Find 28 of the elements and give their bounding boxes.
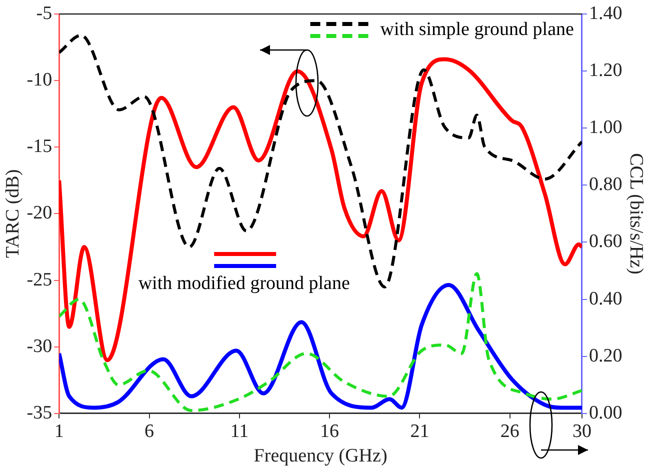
legend-label: with simple ground plane [380,18,574,40]
y2-tick-label: 0.60 [588,231,622,252]
y-tick-label: -35 [26,402,52,424]
y-tick-label: -5 [36,2,52,24]
x-tick-label: 21 [410,420,430,442]
x-tick-label: 1 [54,420,64,442]
y2-axis-title: CCL (bits/s/Hz) [626,153,647,274]
x-tick-label: 6 [144,420,154,442]
y2-tick-label: 1.00 [588,117,622,138]
x-tick-label: 30 [572,420,592,442]
series-label: with modified ground plane [138,272,350,294]
y-tick-label: -10 [26,70,52,91]
y-axis-title: TARC (dB) [2,169,24,258]
y-tick-label: -20 [26,202,52,224]
x-tick-label: 16 [320,420,340,442]
y-tick-label: -15 [26,136,52,158]
y2-tick-label: 0.80 [588,174,622,196]
x-axis-title: Frequency (GHz) [254,446,388,467]
y2-tick-label: 1.20 [588,60,622,82]
y-tick-label: -25 [26,269,52,290]
x-tick-label: 11 [230,420,249,442]
y2-tick-label: 0.00 [588,402,622,424]
y-tick-label: -30 [26,336,52,357]
x-tick-label: 26 [500,420,520,442]
y2-tick-label: 0.40 [588,288,622,310]
line-series [59,57,582,362]
y2-tick-label: 1.40 [588,2,622,24]
y2-tick-label: 0.20 [588,345,622,366]
